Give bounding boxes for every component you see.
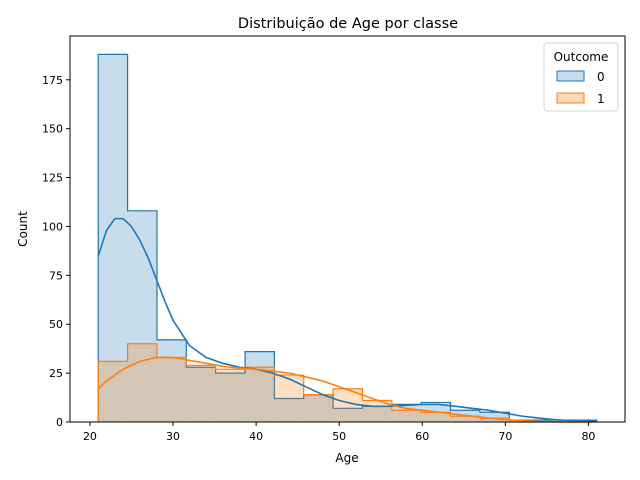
y-tick-label: 75 xyxy=(49,269,63,282)
y-tick-label: 25 xyxy=(49,367,63,380)
bar-1-13 xyxy=(479,418,510,422)
bar-1-0 xyxy=(98,361,128,422)
y-tick-label: 125 xyxy=(42,172,63,185)
bar-1-5 xyxy=(245,367,275,422)
kde-line-1 xyxy=(97,356,589,423)
legend-title: Outcome xyxy=(554,50,609,64)
bar-0-5 xyxy=(245,351,275,422)
bar-1-4 xyxy=(215,369,246,422)
chart-title: Distribuição de Age por classe xyxy=(238,16,458,32)
bar-0-8 xyxy=(333,408,363,422)
bar-0-2 xyxy=(156,339,187,422)
kde-line-0 xyxy=(97,217,597,423)
bar-0-4 xyxy=(215,373,246,422)
bar-0-13 xyxy=(479,412,510,422)
x-tick-label: 60 xyxy=(415,430,429,443)
step-outline-0 xyxy=(97,53,598,422)
x-axis-label: Age xyxy=(335,451,358,465)
bar-1-2 xyxy=(156,357,187,422)
bar-1-1 xyxy=(127,343,157,422)
bar-0-0 xyxy=(98,54,128,422)
bar-0-7 xyxy=(303,394,334,422)
legend-swatch-1 xyxy=(556,92,585,104)
series-1-bars xyxy=(97,343,597,423)
x-axis: 20 30 40 50 60 70 80 xyxy=(83,422,595,443)
kde-curves xyxy=(97,217,597,423)
x-tick-label: 80 xyxy=(581,430,595,443)
y-tick-label: 150 xyxy=(42,123,63,136)
y-axis-label: Count xyxy=(16,211,30,247)
y-tick-label: 175 xyxy=(42,74,63,87)
legend-label-0: 0 xyxy=(597,70,605,84)
bar-1-11 xyxy=(421,412,451,422)
bar-0-6 xyxy=(274,398,304,422)
x-tick-label: 40 xyxy=(249,430,263,443)
legend-label-1: 1 xyxy=(597,92,605,106)
x-tick-label: 70 xyxy=(498,430,512,443)
plot-frame xyxy=(69,35,626,423)
series-0-bars xyxy=(97,53,598,422)
bar-0-3 xyxy=(186,367,216,422)
bar-1-12 xyxy=(450,416,480,422)
legend-swatch-0 xyxy=(556,70,585,82)
y-tick-label: 50 xyxy=(49,318,63,331)
bar-0-9 xyxy=(362,406,392,422)
x-tick-label: 20 xyxy=(83,430,97,443)
bar-1-10 xyxy=(391,410,422,422)
x-tick-label: 50 xyxy=(332,430,346,443)
y-tick-label: 100 xyxy=(42,220,63,233)
histogram-bars xyxy=(97,53,598,423)
legend: Outcome 0 1 xyxy=(543,42,619,112)
x-tick-label: 30 xyxy=(166,430,180,443)
bar-1-3 xyxy=(186,365,216,422)
y-axis: 0 25 50 75 100 125 150 175 xyxy=(42,74,70,429)
bar-1-7 xyxy=(303,394,334,422)
y-tick-label: 0 xyxy=(56,416,63,429)
bar-1-6 xyxy=(274,375,304,422)
